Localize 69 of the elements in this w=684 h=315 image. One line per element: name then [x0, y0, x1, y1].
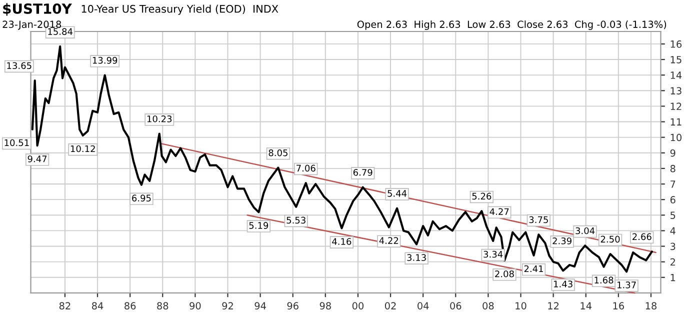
x-tick-label: 16 [613, 302, 624, 310]
text: Open 2.63 High 2.63 Low 2.63 Close 2.63 Chg -0.03 (-1.13%) [357, 20, 666, 30]
y-tick-label: 7 [670, 180, 676, 188]
y-tick-label: 6 [670, 196, 676, 204]
y-tick-label: 14 [670, 72, 682, 79]
annotation: 13.99 [92, 56, 118, 64]
annotation: 1.43 [554, 280, 572, 288]
annotation: 6.95 [132, 194, 151, 202]
annotation: 10.23 [147, 115, 172, 122]
annotation: 9.47 [28, 155, 47, 162]
annotation: 3.75 [529, 216, 548, 224]
chart-subtitle: 10-Year US Treasury Yield (EOD) INDX [82, 4, 278, 15]
annotation: 7.06 [296, 164, 316, 172]
x-tick-label: 04 [418, 302, 429, 310]
y-tick-label: 2 [670, 258, 675, 266]
annotation: 15.84 [48, 28, 72, 35]
y-tick-label: 12 [670, 102, 682, 110]
x-tick-label: 10 [516, 302, 526, 310]
x-tick-label: 18 [646, 302, 656, 310]
y-tick-label: 16 [670, 40, 682, 48]
annotation: 1.68 [594, 276, 614, 284]
annotation: 1.37 [618, 282, 636, 288]
annotation: 5.26 [472, 192, 492, 200]
text: 23-Jan-2018 [2, 20, 62, 30]
annotation: 6.79 [353, 168, 372, 176]
annotation: 5.19 [249, 222, 268, 229]
x-tick-label: 02 [384, 302, 396, 310]
y-tick-label: 15 [670, 56, 682, 64]
x-tick-label: 00 [352, 302, 364, 310]
x-tick-label: 88 [157, 302, 168, 310]
x-tick-label: 14 [580, 302, 592, 310]
x-tick-label: 96 [287, 302, 298, 310]
y-tick-label: 11 [670, 118, 682, 126]
y-tick-label: 10 [670, 134, 682, 142]
annotation: 4.22 [379, 237, 398, 244]
annotation: 2.66 [632, 233, 652, 240]
x-tick-label: 12 [548, 302, 559, 310]
annotation: 3.04 [576, 227, 595, 234]
x-tick-label: 06 [450, 302, 462, 310]
x-tick-label: 92 [222, 302, 233, 310]
x-tick-label: 94 [254, 302, 266, 310]
y-tick-label: 13 [670, 87, 682, 94]
x-tick-label: 86 [124, 302, 136, 310]
x-tick-label: 84 [92, 302, 104, 310]
x-tick-label: 82 [59, 302, 70, 310]
y-tick-label: 5 [670, 212, 676, 219]
y-tick-label: 3 [670, 242, 676, 250]
y-tick-label: 1 [670, 274, 676, 282]
annotation: 10.51 [4, 139, 29, 146]
annotation: 10.12 [70, 145, 95, 152]
chart-title: $UST10Y [3, 3, 72, 16]
y-tick-label: 9 [670, 149, 676, 157]
annotation: 2.41 [524, 265, 543, 272]
annotation: 13.65 [7, 62, 32, 70]
x-tick-label: 08 [482, 302, 494, 310]
annotation: 5.53 [286, 216, 306, 224]
y-tick-label: 8 [670, 164, 676, 172]
annotation: 4.16 [332, 238, 352, 245]
annotation: 2.39 [552, 237, 572, 244]
annotation: 3.34 [484, 250, 503, 258]
annotation: 3.13 [407, 254, 426, 261]
annotation: 5.44 [388, 190, 407, 197]
annotation: 8.05 [268, 149, 288, 156]
x-tick-label: 90 [190, 302, 201, 310]
annotation: 4.27 [490, 208, 509, 215]
y-tick-label: 4 [670, 227, 676, 234]
annotation: 2.08 [495, 270, 514, 278]
annotation: 2.50 [600, 236, 620, 243]
x-tick-label: 98 [320, 302, 331, 310]
